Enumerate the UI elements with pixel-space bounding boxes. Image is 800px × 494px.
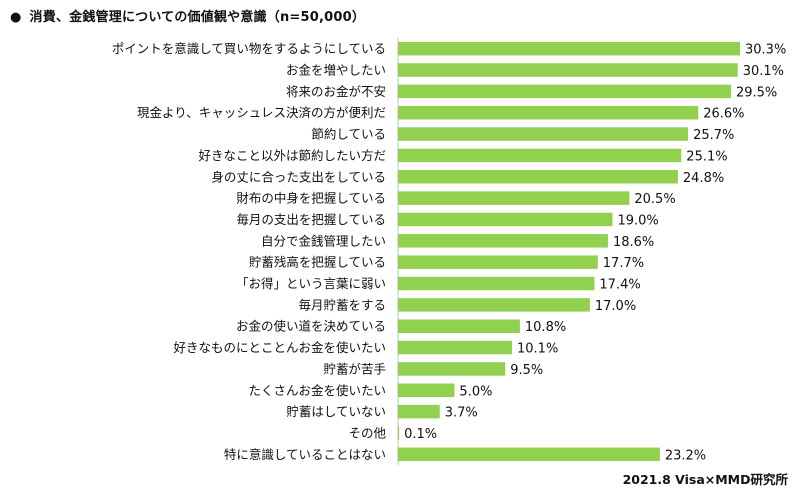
bar [398, 127, 689, 141]
bar [398, 426, 400, 440]
bar [398, 170, 678, 184]
bar [398, 298, 590, 312]
chart-title: ● 消費、金銭管理についての価値観や意識（n=50,000） [10, 6, 365, 25]
category-label: たくさんお金を使いたい [248, 383, 386, 398]
chart-title-text: 消費、金銭管理についての価値観や意識（n=50,000） [29, 10, 366, 25]
value-label: 18.6% [613, 235, 654, 250]
category-label: 身の丈に合った支出をしている [211, 169, 386, 184]
bar [398, 105, 699, 120]
bar [398, 447, 660, 462]
value-label: 3.7% [445, 406, 478, 421]
value-label: 5.0% [459, 384, 492, 399]
bar [398, 148, 682, 163]
bar [398, 276, 595, 291]
category-label: 毎月貯蓄をする [298, 297, 386, 312]
value-label: 23.2% [665, 448, 706, 463]
bar [398, 63, 738, 77]
bar [398, 383, 455, 398]
value-label: 24.8% [683, 171, 724, 186]
value-label: 30.1% [743, 64, 784, 79]
value-label: 29.5% [736, 85, 777, 100]
value-label: 25.1% [686, 149, 727, 164]
bar [398, 41, 740, 56]
bar [398, 234, 608, 248]
category-label: 好きなものにとことんお金を使いたい [173, 340, 386, 355]
value-label: 17.0% [595, 299, 636, 314]
bar [398, 340, 512, 355]
bar [398, 319, 520, 333]
bar [398, 191, 630, 205]
value-label: 19.0% [617, 213, 658, 228]
title-bullet: ● [10, 10, 22, 25]
value-label: 9.5% [510, 363, 543, 378]
category-label: 貯蓄が苦手 [323, 361, 386, 376]
bar [398, 84, 731, 99]
category-label: 将来のお金が不安 [286, 84, 386, 99]
value-label: 0.1% [404, 427, 437, 442]
category-label: 貯蓄残高を把握している [249, 255, 386, 270]
category-label: その他 [348, 425, 386, 440]
value-label: 10.1% [517, 342, 558, 357]
value-label: 17.4% [599, 278, 640, 293]
bar [398, 362, 506, 376]
bar [398, 255, 598, 269]
category-label: 「お得」という言葉に弱い [236, 276, 386, 291]
category-label: 財布の中身を把握している [236, 191, 386, 206]
bar [398, 212, 613, 227]
bar [398, 404, 440, 419]
category-label: ポイントを意識して買い物をするようにしている [112, 41, 386, 56]
value-label: 26.6% [703, 107, 744, 122]
value-label: 30.3% [745, 43, 786, 58]
value-label: 17.7% [603, 256, 644, 271]
category-label: 毎月の支出を把握している [236, 212, 386, 227]
category-label: 節約している [311, 127, 386, 142]
value-label: 10.8% [525, 320, 566, 335]
source-credit: 2021.8 Visa×MMD研究所 [622, 472, 788, 487]
category-label: 自分で金銭管理したい [261, 233, 386, 248]
category-label: 好きなこと以外は節約したい方だ [198, 148, 386, 163]
category-label: お金の使い道を決めている [236, 319, 386, 334]
category-label: お金を増やしたい [286, 63, 386, 78]
value-label: 20.5% [634, 192, 675, 207]
value-label: 25.7% [693, 128, 734, 143]
category-label: 貯蓄はしていない [286, 404, 386, 419]
category-label: 現金より、キャッシュレス決済の方が便利だ [137, 105, 386, 120]
category-label: 特に意識していることはない [224, 447, 386, 462]
